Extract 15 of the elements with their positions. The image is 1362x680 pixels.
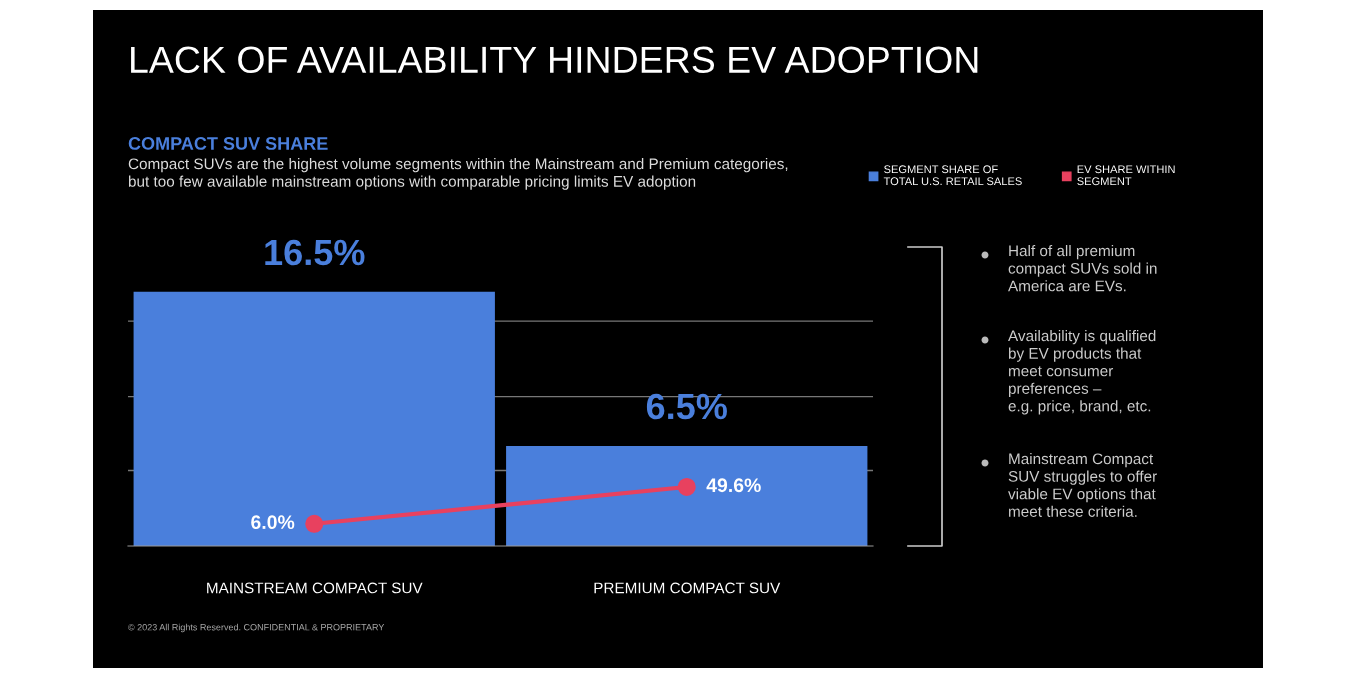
data-label: 6.0% — [251, 515, 295, 530]
text: © 2023 All Rights Reserved. CONFIDENTIAL & PROPRIETARY — [128, 623, 385, 633]
x-tick-label: PREMIUM COMPACT SUV — [594, 582, 781, 594]
data-label: 16.5% — [265, 239, 365, 266]
legend-label: EV SHARE WITHIN SEGMENT — [1077, 165, 1175, 186]
legend-label: SEGMENT SHARE OF TOTAL U.S. RETAIL SALES — [883, 165, 1022, 186]
text: Half of all premium compact SUVs sold in America are EVs. — [1008, 245, 1157, 292]
text: Mainstream Compact SUV struggles to offer viable EV options that meet these criteria. — [1008, 453, 1157, 517]
data-label: 6.5% — [646, 393, 727, 420]
text: Compact SUVs are the highest volume segments within the Mainstream and Premium categories, but too few available mainstream options with comparable pricing limits EV adoption — [128, 158, 788, 190]
data-label: 49.6% — [706, 478, 761, 493]
chart-title: LACK OF AVAILABILITY HINDERS EV ADOPTION — [131, 46, 978, 74]
x-tick-label: MAINSTREAM COMPACT SUV — [207, 582, 423, 594]
text: Availability is qualified by EV products that meet consumer preferences – e.g. price, brand, etc. — [1008, 330, 1156, 415]
chart-subtitle: COMPACT SUV SHARE — [128, 137, 328, 150]
